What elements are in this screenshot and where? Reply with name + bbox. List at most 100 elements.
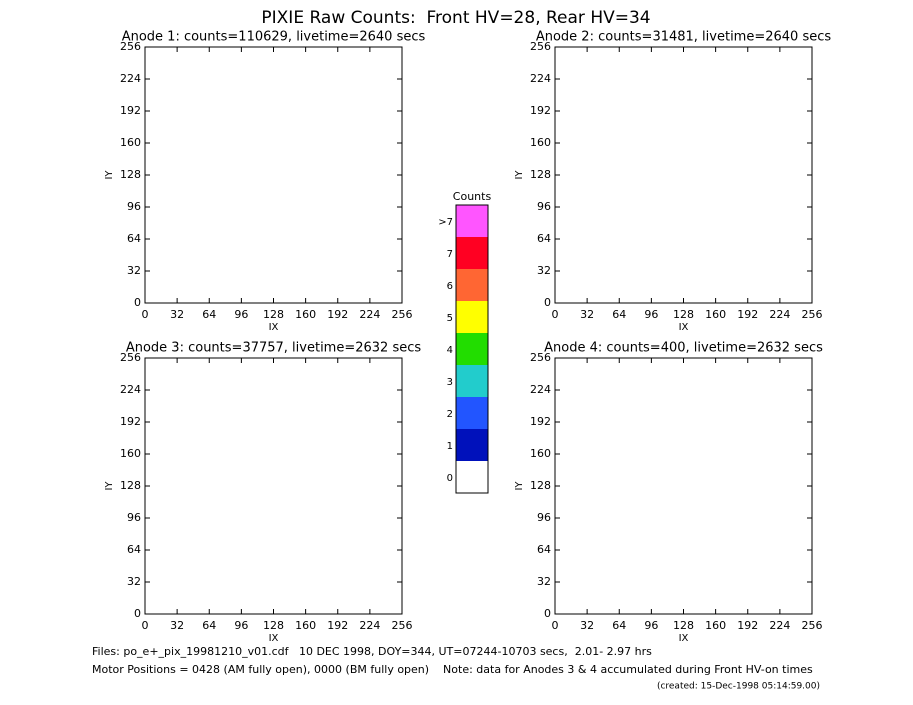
colorbar-swatch [456,333,488,365]
colorbar-label: >7 [438,217,453,228]
x-tick-label: 96 [234,619,248,632]
y-axis-label: IY [514,170,525,180]
x-tick-label: 64 [202,308,216,321]
x-tick-label: 192 [737,619,758,632]
x-tick-label: 256 [802,619,823,632]
x-tick-label: 192 [737,308,758,321]
x-axis-label: IX [269,322,279,333]
x-tick-label: 128 [263,308,284,321]
plot-frame [144,46,403,304]
footer-motor: Motor Positions = 0428 (AM fully open), … [92,663,813,676]
x-tick-label: 64 [202,619,216,632]
footer-created: (created: 15-Dec-1998 05:14:59.00) [657,682,820,692]
plot-frame [554,357,813,615]
y-tick-label: 96 [537,511,551,524]
panel-title: Anode 4: counts=400, livetime=2632 secs [544,341,823,356]
x-tick-label: 0 [552,308,559,321]
x-tick-label: 160 [705,308,726,321]
colorbar-swatch [456,301,488,333]
colorbar-swatch [456,429,488,461]
x-tick-label: 160 [295,308,316,321]
colorbar-swatch [456,365,488,397]
x-tick-label: 96 [644,619,658,632]
x-tick-label: 192 [327,308,348,321]
y-axis-label: IY [514,481,525,491]
y-tick-label: 32 [127,575,141,588]
y-tick-label: 160 [530,447,551,460]
y-tick-label: 0 [134,296,141,309]
y-tick-label: 128 [530,168,551,181]
x-tick-label: 128 [673,619,694,632]
y-tick-label: 192 [530,415,551,428]
x-axis-label: IX [679,322,689,333]
colorbar-label: 6 [447,281,453,292]
x-tick-label: 224 [769,619,790,632]
y-tick-label: 256 [120,351,141,364]
colorbar-label: 1 [447,441,453,452]
y-tick-label: 0 [134,607,141,620]
y-tick-label: 192 [120,415,141,428]
main-title: PIXIE Raw Counts: Front HV=28, Rear HV=3… [261,8,650,28]
y-tick-label: 96 [127,200,141,213]
y-tick-label: 224 [120,72,141,85]
y-tick-label: 128 [120,168,141,181]
y-tick-label: 64 [537,232,551,245]
colorbar-frame [455,204,489,494]
x-tick-label: 32 [170,619,184,632]
colorbar-swatch [456,237,488,269]
x-tick-label: 0 [552,619,559,632]
y-tick-label: 0 [544,296,551,309]
colorbar-label: 3 [447,377,453,388]
x-axis-label: IX [269,633,279,644]
y-tick-label: 96 [537,200,551,213]
plot-frame [144,357,403,615]
y-tick-label: 0 [544,607,551,620]
y-tick-label: 64 [537,543,551,556]
x-tick-label: 256 [392,619,413,632]
colorbar-label: 0 [447,473,453,484]
y-tick-label: 128 [120,479,141,492]
y-tick-label: 64 [127,543,141,556]
x-tick-label: 96 [234,308,248,321]
y-tick-label: 256 [530,351,551,364]
x-tick-label: 192 [327,619,348,632]
panel-title: Anode 1: counts=110629, livetime=2640 se… [122,30,426,45]
colorbar-label: 7 [447,249,453,260]
x-tick-label: 32 [580,308,594,321]
y-tick-label: 192 [530,104,551,117]
colorbar-title: Counts [453,190,492,203]
colorbar-label: 5 [447,313,453,324]
y-tick-label: 160 [120,136,141,149]
y-tick-label: 128 [530,479,551,492]
footer-files: Files: po_e+_pix_19981210_v01.cdf 10 DEC… [92,645,652,658]
x-tick-label: 0 [142,308,149,321]
y-tick-label: 224 [530,383,551,396]
x-tick-label: 160 [295,619,316,632]
y-tick-label: 256 [120,40,141,53]
y-tick-label: 32 [127,264,141,277]
panel-title: Anode 2: counts=31481, livetime=2640 sec… [536,30,832,45]
colorbar-swatch [456,269,488,301]
y-tick-label: 96 [127,511,141,524]
y-tick-label: 32 [537,264,551,277]
x-tick-label: 32 [580,619,594,632]
y-tick-label: 224 [530,72,551,85]
colorbar-swatch [456,461,488,493]
x-tick-label: 96 [644,308,658,321]
y-tick-label: 224 [120,383,141,396]
y-tick-label: 192 [120,104,141,117]
x-tick-label: 128 [673,308,694,321]
x-tick-label: 160 [705,619,726,632]
y-tick-label: 160 [120,447,141,460]
y-tick-label: 160 [530,136,551,149]
x-tick-label: 64 [612,619,626,632]
y-axis-label: IY [104,170,115,180]
y-tick-label: 64 [127,232,141,245]
x-tick-label: 256 [802,308,823,321]
plot-frame [554,46,813,304]
x-tick-label: 64 [612,308,626,321]
panel-title: Anode 3: counts=37757, livetime=2632 sec… [126,341,422,356]
x-axis-label: IX [679,633,689,644]
y-axis-label: IY [104,481,115,491]
